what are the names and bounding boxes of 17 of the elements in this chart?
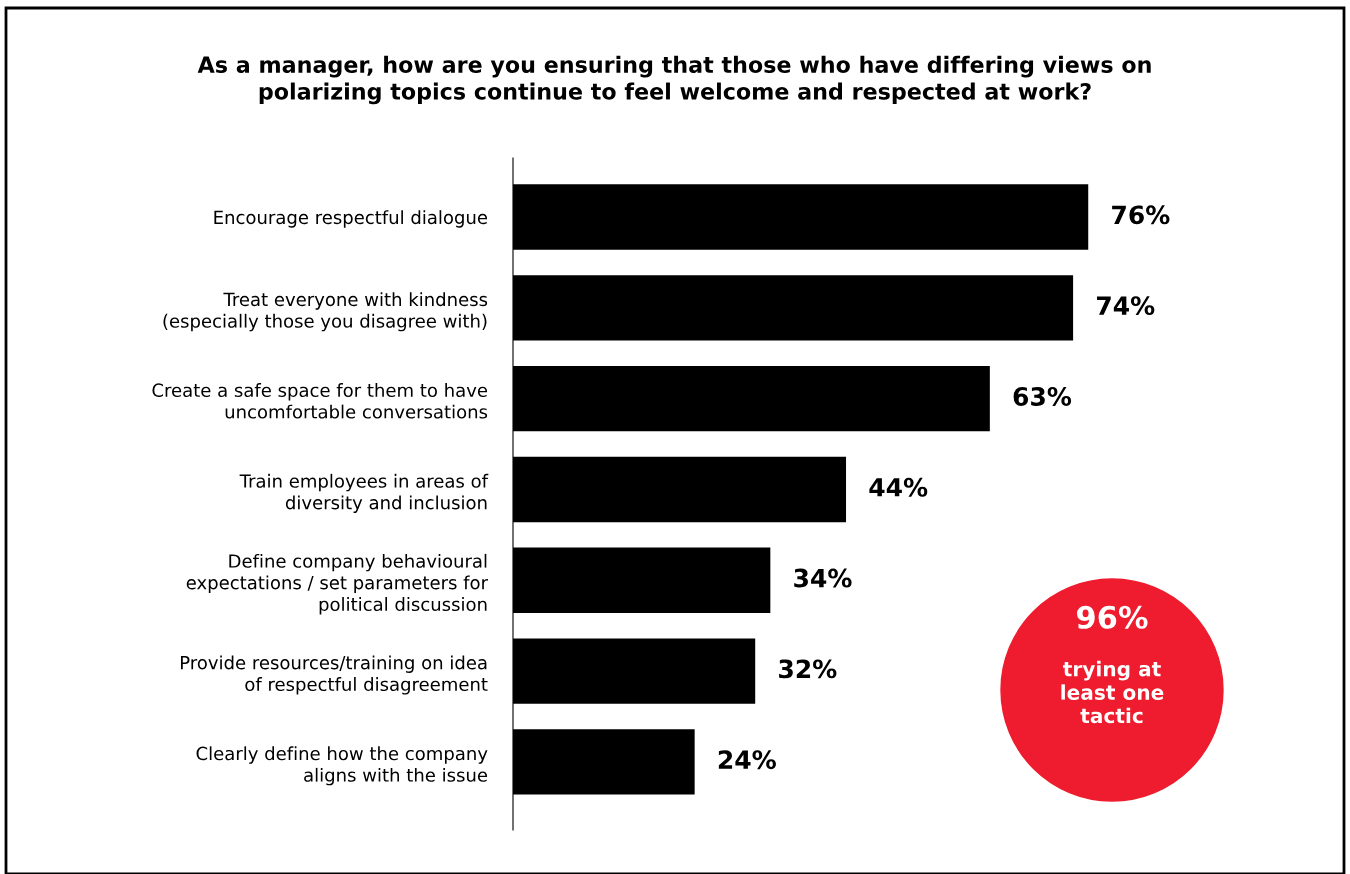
y-tick-label: Clearly define how the company aligns with the issue	[196, 746, 488, 786]
y-tick-label: Treat everyone with kindness (especially those you disagree with)	[163, 292, 488, 332]
y-tick-label: Provide resources/training on idea of respectful disagreement	[180, 655, 488, 695]
data-label: 74%	[1096, 296, 1155, 316]
data-label: 76%	[1112, 205, 1170, 225]
y-tick-label: Encourage respectful dialogue	[214, 210, 488, 228]
data-label: 44%	[869, 477, 928, 497]
data-label: 32%	[779, 659, 837, 679]
y-tick-label: Train employees in areas of diversity and inclusion	[239, 473, 489, 513]
y-tick-label: Create a safe space for them to have uncomfortable conversations	[152, 383, 488, 419]
chart-title: As a manager, how are you ensuring that those who have differing views on polarizing topics continue to feel welcome and respected at work?	[197, 55, 1151, 105]
data-label: 34%	[794, 568, 852, 588]
data-label: 63%	[1013, 386, 1072, 406]
y-tick-label: Define company behavioural expectations / set parameters for political discussion	[186, 553, 488, 615]
data-label: 24%	[718, 750, 776, 770]
annotation: trying at least one tactic	[1061, 660, 1164, 724]
annotation: 96%	[1077, 605, 1148, 629]
